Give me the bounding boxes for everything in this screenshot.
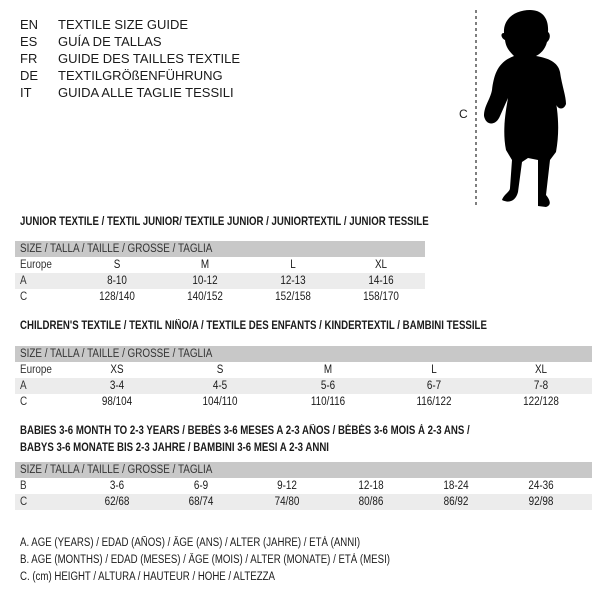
- table-cell: 5-6: [320, 380, 336, 392]
- lang-code: DE: [20, 68, 39, 83]
- table-cell: XS: [110, 364, 124, 376]
- table-header: SIZE / TALLA / TAILLE / GRÖSSE / TAGLIA: [15, 241, 425, 257]
- table-cell: 18-24: [443, 480, 469, 492]
- lang-title: TEXTILGRÖßENFÜHRUNG: [58, 68, 223, 83]
- table-row: C 62/68 68/74 74/80 80/86 86/92 92/98: [15, 494, 592, 510]
- header-label: SIZE / TALLA / TAILLE / GRÖSSE / TAGLIA: [20, 464, 213, 476]
- table-cell: 158/170: [363, 291, 399, 303]
- header-label: SIZE / TALLA / TAILLE / GRÖSSE / TAGLIA: [20, 348, 213, 360]
- table-cell: 12-18: [358, 480, 384, 492]
- table-cell: 122/128: [523, 396, 559, 408]
- table-cell: 68/74: [188, 496, 214, 508]
- table-cell: 62/68: [104, 496, 130, 508]
- row-label: Europe: [20, 259, 52, 271]
- row-label: B: [20, 480, 27, 492]
- table-cell: 86/92: [443, 496, 469, 508]
- table-cell: 12-13: [280, 275, 306, 287]
- table-cell: M: [323, 364, 333, 376]
- table-cell: 80/86: [358, 496, 384, 508]
- lang-title: GUIDA ALLE TAGLIE TESSILI: [58, 85, 234, 100]
- lang-title: GUIDE DES TAILLES TEXTILE: [58, 51, 241, 66]
- table-cell: 10-12: [192, 275, 218, 287]
- table-cell: 74/80: [274, 496, 300, 508]
- table-cell: 3-6: [109, 480, 125, 492]
- table-cell: 110/116: [310, 396, 346, 408]
- legend-item-a: A. AGE (YEARS) / EDAD (AÑOS) / ÂGE (ANS)…: [20, 537, 361, 549]
- baby-silhouette-icon: [475, 10, 566, 207]
- table-cell: 9-12: [277, 480, 297, 492]
- table-row: C 98/104 104/110 110/116 116/122 122/128: [15, 394, 592, 410]
- lang-title: GUÍA DE TALLAS: [58, 34, 162, 49]
- height-measure-label: C: [459, 107, 468, 121]
- babies-section-title-line2: BABYS 3-6 MONATE BIS 2-3 JAHRE / BAMBINI…: [20, 442, 329, 454]
- table-cell: 128/140: [99, 291, 135, 303]
- row-label: C: [20, 496, 28, 508]
- table-cell: XL: [374, 259, 388, 271]
- table-cell: 140/152: [187, 291, 223, 303]
- row-label: C: [20, 291, 28, 303]
- row-label: A: [20, 380, 27, 392]
- table-cell: XL: [534, 364, 548, 376]
- table-cell: 104/110: [202, 396, 238, 408]
- table-row: C 128/140 140/152 152/158 158/170: [15, 289, 425, 305]
- legend-item-c: C. (cm) HEIGHT / ALTURA / HAUTEUR / HÖHE…: [20, 571, 275, 583]
- table-cell: 24-36: [528, 480, 554, 492]
- table-cell: 6-7: [426, 380, 442, 392]
- lang-code: IT: [20, 85, 32, 100]
- table-row: A 3-4 4-5 5-6 6-7 7-8: [15, 378, 592, 394]
- lang-code: FR: [20, 51, 38, 66]
- table-cell: L: [431, 364, 437, 376]
- table-row: A 8-10 10-12 12-13 14-16: [15, 273, 425, 289]
- header-label: SIZE / TALLA / TAILLE / GRÖSSE / TAGLIA: [20, 243, 213, 255]
- babies-section-title-line1: BABIES 3-6 MONTH TO 2-3 YEARS / BEBÉS 3-…: [20, 425, 470, 437]
- junior-section-title: JUNIOR TEXTILE / TEXTIL JUNIOR/ TEXTILE …: [20, 216, 429, 228]
- table-row: B 3-6 6-9 9-12 12-18 18-24 24-36: [15, 478, 592, 494]
- table-cell: 14-16: [368, 275, 394, 287]
- table-cell: 92/98: [528, 496, 554, 508]
- children-size-table: SIZE / TALLA / TAILLE / GRÖSSE / TAGLIA …: [15, 346, 592, 410]
- table-header: SIZE / TALLA / TAILLE / GRÖSSE / TAGLIA: [15, 346, 592, 362]
- table-cell: 98/104: [101, 396, 133, 408]
- lang-title: TEXTILE SIZE GUIDE: [58, 17, 189, 32]
- table-cell: 6-9: [193, 480, 209, 492]
- table-cell: 3-4: [109, 380, 125, 392]
- row-label: A: [20, 275, 27, 287]
- row-label: Europe: [20, 364, 52, 376]
- table-cell: 7-8: [533, 380, 549, 392]
- junior-size-table: SIZE / TALLA / TAILLE / GRÖSSE / TAGLIA …: [15, 241, 425, 305]
- table-cell: S: [113, 259, 121, 271]
- table-cell: M: [200, 259, 210, 271]
- row-label: C: [20, 396, 28, 408]
- table-row: Europe S M L XL: [15, 257, 425, 273]
- table-header: SIZE / TALLA / TAILLE / GRÖSSE / TAGLIA: [15, 462, 592, 478]
- table-cell: 152/158: [275, 291, 311, 303]
- children-section-title: CHILDREN'S TEXTILE / TEXTIL NIÑO/A / TEX…: [20, 320, 487, 332]
- lang-code: EN: [20, 17, 39, 32]
- table-cell: 116/122: [416, 396, 452, 408]
- table-row: Europe XS S M L XL: [15, 362, 592, 378]
- table-cell: 4-5: [212, 380, 228, 392]
- table-cell: 8-10: [107, 275, 127, 287]
- table-cell: S: [216, 364, 224, 376]
- legend-item-b: B. AGE (MONTHS) / EDAD (MESES) / ÂGE (MO…: [20, 554, 390, 566]
- babies-size-table: SIZE / TALLA / TAILLE / GRÖSSE / TAGLIA …: [15, 462, 592, 510]
- table-cell: L: [290, 259, 296, 271]
- lang-code: ES: [20, 34, 38, 49]
